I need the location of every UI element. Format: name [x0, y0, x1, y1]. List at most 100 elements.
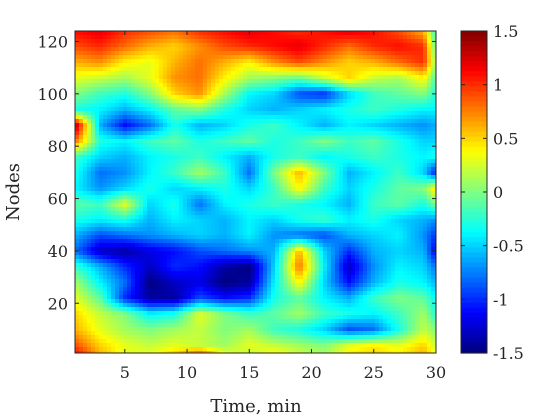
heatmap-cell	[119, 35, 124, 40]
heatmap-cell	[239, 99, 244, 104]
heatmap-cell	[159, 231, 164, 236]
heatmap-cell	[407, 91, 412, 96]
heatmap-cell	[83, 75, 88, 80]
heatmap-cell	[115, 83, 120, 88]
heatmap-cell	[227, 139, 232, 144]
heatmap-cell	[395, 191, 400, 196]
heatmap-cell	[267, 187, 272, 192]
heatmap-cell	[255, 95, 260, 100]
heatmap-cell	[195, 171, 200, 176]
heatmap-cell	[231, 187, 236, 192]
heatmap-cell	[187, 99, 192, 104]
heatmap-cell	[139, 71, 144, 76]
heatmap-cell	[287, 135, 292, 140]
heatmap-cell	[419, 195, 424, 200]
heatmap-cell	[339, 95, 344, 100]
heatmap-cell	[99, 171, 104, 176]
heatmap-cell	[239, 207, 244, 212]
heatmap-cell	[271, 55, 276, 60]
heatmap-cell	[383, 227, 388, 232]
heatmap-cell	[259, 163, 264, 168]
heatmap-cell	[371, 155, 376, 160]
heatmap-cell	[123, 239, 128, 244]
heatmap-cell	[159, 91, 164, 96]
heatmap-cell	[159, 99, 164, 104]
heatmap-cell	[207, 199, 212, 204]
heatmap-cell	[375, 123, 380, 128]
heatmap-cell	[371, 127, 376, 132]
heatmap-cell	[359, 211, 364, 216]
heatmap-cell	[315, 103, 320, 108]
heatmap-cell	[351, 119, 356, 124]
heatmap-cell	[103, 195, 108, 200]
heatmap-cell	[423, 163, 428, 168]
heatmap-cell	[199, 243, 204, 248]
heatmap-cell	[119, 87, 124, 92]
heatmap-cell	[115, 47, 120, 52]
heatmap-cell	[291, 35, 296, 40]
heatmap-cell	[207, 151, 212, 156]
heatmap-cell	[423, 175, 428, 180]
heatmap-cell	[335, 99, 340, 104]
heatmap-cell	[179, 211, 184, 216]
heatmap-cell	[135, 107, 140, 112]
heatmap-cell	[339, 243, 344, 248]
heatmap-cell	[415, 115, 420, 120]
heatmap-cell	[179, 143, 184, 148]
heatmap-cell	[195, 107, 200, 112]
heatmap-cell	[415, 167, 420, 172]
heatmap-cell	[87, 243, 92, 248]
heatmap-cell	[219, 227, 224, 232]
heatmap-cell	[99, 183, 104, 188]
heatmap-cell	[203, 127, 208, 132]
heatmap-cell	[115, 31, 120, 36]
heatmap-cell	[203, 239, 208, 244]
heatmap-cell	[179, 87, 184, 92]
heatmap-cell	[255, 51, 260, 56]
heatmap-cell	[191, 163, 196, 168]
heatmap-cell	[135, 103, 140, 108]
heatmap-cell	[247, 159, 252, 164]
heatmap-cell	[207, 51, 212, 56]
heatmap-cell	[283, 171, 288, 176]
heatmap-cell	[87, 163, 92, 168]
heatmap-cell	[423, 87, 428, 92]
heatmap-cell	[287, 123, 292, 128]
heatmap-cell	[359, 123, 364, 128]
heatmap-cell	[75, 203, 80, 208]
heatmap-cell	[99, 75, 104, 80]
heatmap-cell	[91, 227, 96, 232]
heatmap-cell	[151, 163, 156, 168]
heatmap-cell	[427, 179, 432, 184]
heatmap-cell	[151, 219, 156, 224]
heatmap-cell	[295, 183, 300, 188]
heatmap-cell	[167, 247, 172, 252]
heatmap-cell	[235, 171, 240, 176]
heatmap-cell	[111, 199, 116, 204]
heatmap-cell	[251, 195, 256, 200]
heatmap-cell	[375, 195, 380, 200]
heatmap-cell	[183, 155, 188, 160]
heatmap-cell	[135, 115, 140, 120]
heatmap-cell	[223, 95, 228, 100]
heatmap-cell	[135, 215, 140, 220]
heatmap-cell	[111, 143, 116, 148]
heatmap-cell	[371, 47, 376, 52]
heatmap-cell	[347, 127, 352, 132]
heatmap-cell	[407, 95, 412, 100]
heatmap-cell	[295, 231, 300, 236]
heatmap-cell	[391, 59, 396, 64]
heatmap-cell	[211, 191, 216, 196]
heatmap-cell	[355, 119, 360, 124]
heatmap-cell	[203, 79, 208, 84]
heatmap-cell	[191, 115, 196, 120]
heatmap-cell	[267, 75, 272, 80]
heatmap-cell	[147, 99, 152, 104]
heatmap-cell	[323, 195, 328, 200]
heatmap-cell	[255, 219, 260, 224]
heatmap-cell	[359, 243, 364, 248]
heatmap-cell	[219, 119, 224, 124]
heatmap-cell	[403, 139, 408, 144]
heatmap-cell	[227, 151, 232, 156]
heatmap-cell	[335, 203, 340, 208]
